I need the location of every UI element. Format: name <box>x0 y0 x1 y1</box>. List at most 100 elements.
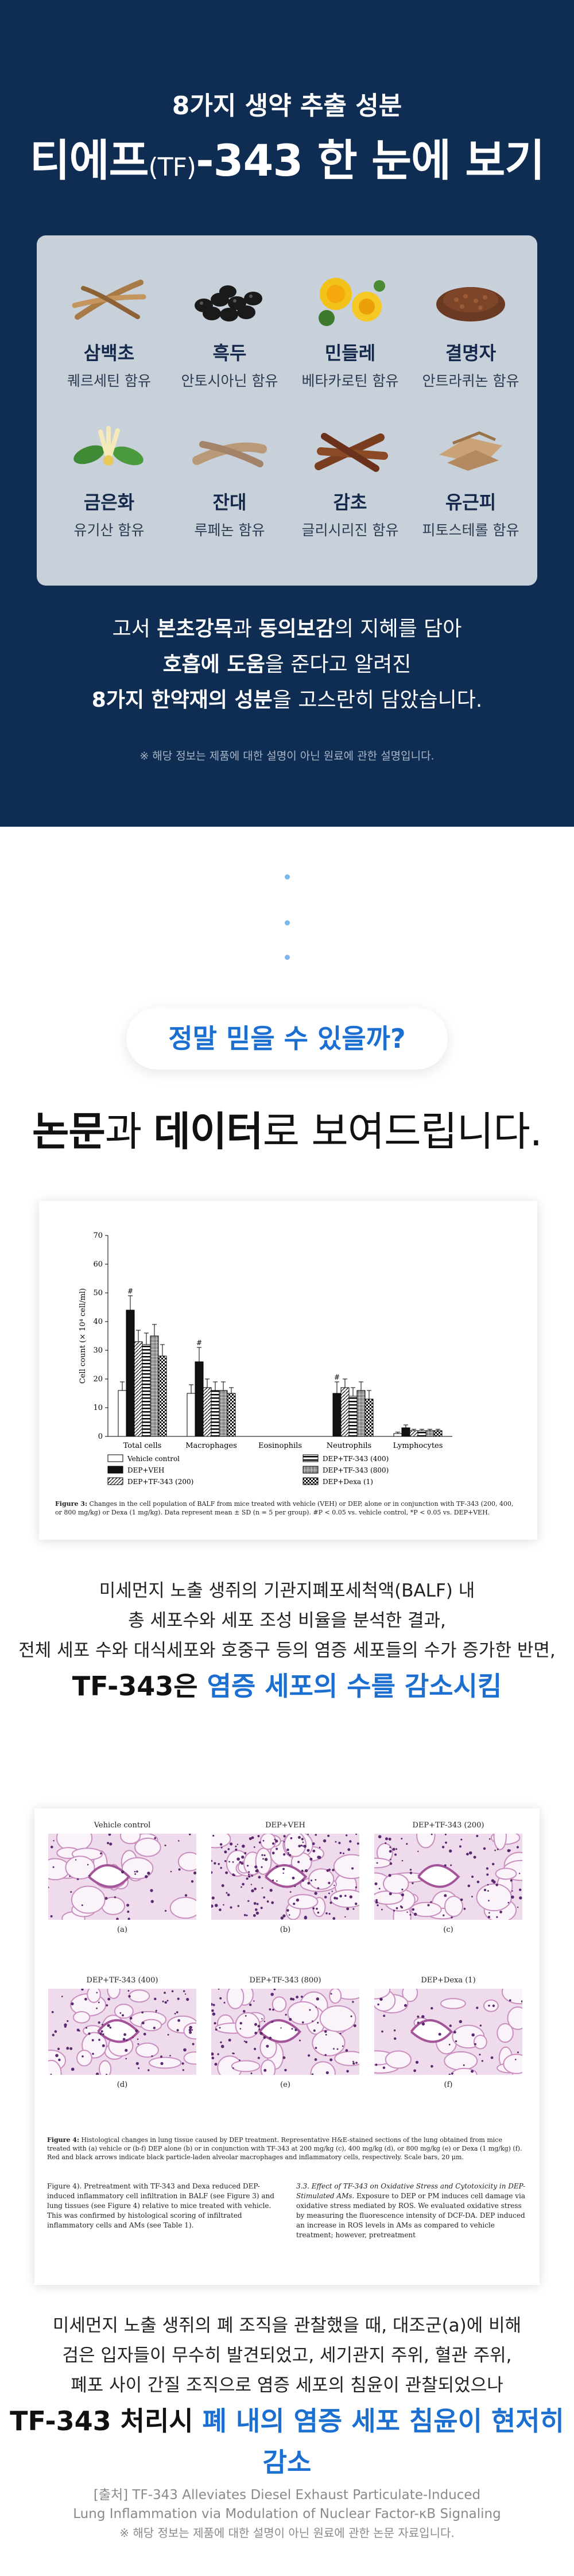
ingredient-grid: 삼백초 퀘르세틴 함유 흑두 안토시아닌 함유 <box>37 235 537 586</box>
panel-letter: (f) <box>444 2081 453 2089</box>
lung-tissue-image <box>374 1834 522 1920</box>
y-tick-label: 10 <box>93 1404 103 1412</box>
panel-title: DEP+TF-343 (200) <box>412 1821 484 1830</box>
ingredient-desc: 안트라퀴논 함유 <box>422 373 519 389</box>
legend-label: DEP+TF-343 (400) <box>323 1455 389 1463</box>
panel-title: DEP+VEH <box>265 1821 305 1830</box>
panel-letter: (d) <box>117 2081 128 2089</box>
title-brand: 티에프 <box>29 135 149 186</box>
question-pill: 정말 믿을 수 있을까? <box>126 1008 448 1070</box>
panel-letter: (b) <box>280 1926 291 1934</box>
bar <box>227 1393 236 1437</box>
section-headline: 논문과 데이터로 보여드립니다. <box>32 1108 542 1155</box>
hero-description: 고서 본초강목과 동의보감의 지혜를 담아 호흡에 도움을 준다고 알려진 8가… <box>91 617 483 712</box>
panel-letter: (a) <box>117 1926 127 1934</box>
lung-tissue-image <box>211 1834 359 1920</box>
legend-label: DEP+VEH <box>127 1466 164 1474</box>
ingredient-item: 감초 글리시리진 함유 <box>293 420 408 540</box>
dandelion-flower-icon <box>307 271 393 328</box>
bar <box>409 1430 418 1437</box>
hero-kicker: 8가지 생약 추출 성분 <box>172 91 402 121</box>
legend-label: Vehicle control <box>127 1455 180 1463</box>
bar <box>158 1355 167 1437</box>
bar <box>401 1427 410 1437</box>
panel-title: DEP+Dexa (1) <box>421 1976 476 1985</box>
bar-chart-card: 0 10 20 30 40 50 60 70 Cell count (× 10⁴ cell/ml… <box>39 1201 537 1540</box>
bar <box>425 1430 435 1437</box>
legend-swatch <box>107 1466 123 1474</box>
y-tick-label: 20 <box>93 1375 103 1384</box>
cassia-seed-icon <box>428 271 514 328</box>
lung-tissue-image <box>374 1989 522 2075</box>
category-label: Neutrophils <box>327 1442 371 1450</box>
bar <box>340 1387 350 1437</box>
y-tick-label: 50 <box>93 1289 103 1297</box>
category-label: Macrophages <box>185 1442 237 1450</box>
black-bean-icon <box>187 271 273 328</box>
ingredient-desc: 글리시리진 함유 <box>301 522 399 539</box>
legend-swatch <box>302 1454 319 1462</box>
panel-title: DEP+TF-343 (800) <box>249 1976 321 1985</box>
paper-column-left: Figure 4). Pretreatment with TF-343 and … <box>47 2182 274 2229</box>
ingredient-desc: 루페논 함유 <box>194 522 265 539</box>
legend-swatch <box>302 1477 319 1485</box>
chart-conclusion: TF-343은 염증 세포의 수를 감소시킴 <box>72 1671 502 1702</box>
y-tick-label: 0 <box>98 1432 103 1441</box>
category-label: Eosinophils <box>258 1442 302 1450</box>
bar <box>433 1430 443 1437</box>
panel-letter: (c) <box>443 1926 453 1934</box>
lung-tissue-image <box>48 1989 196 2075</box>
bar <box>187 1393 196 1437</box>
category-label: Total cells <box>123 1442 162 1450</box>
ingredient-item: 흑두 안토시아닌 함유 <box>172 271 287 390</box>
divider-dot <box>285 920 290 925</box>
lung-tissue-image <box>48 1834 196 1920</box>
title-paren: (TF) <box>148 153 197 182</box>
bar <box>142 1344 151 1437</box>
honeysuckle-flower-icon <box>66 420 152 478</box>
ingredient-item: 결명자 안트라퀴논 함유 <box>413 271 528 390</box>
y-tick-label: 40 <box>93 1318 103 1326</box>
bar <box>126 1310 135 1437</box>
ingredients-hero: 8가지 생약 추출 성분 티에프(TF)-343 한 눈에 보기 삼백초 퀘르세… <box>0 0 574 827</box>
category-label: Lymphocytes <box>393 1442 443 1450</box>
chart-description: 미세먼지 노출 생쥐의 기관지폐포세척액(BALF) 내 총 세포수와 세포 조… <box>0 1576 574 1707</box>
hero-title: 티에프(TF)-343 한 눈에 보기 <box>0 125 574 188</box>
elm-bark-icon <box>428 420 514 478</box>
histology-description: 미세먼지 노출 생쥐의 폐 조직을 관찰했을 때, 대조군(a)에 비해 검은 … <box>0 2311 574 2483</box>
legend-label: DEP+TF-343 (200) <box>127 1478 193 1486</box>
bar <box>134 1341 143 1437</box>
bar <box>417 1430 426 1437</box>
bar <box>203 1387 212 1437</box>
bar <box>332 1393 342 1437</box>
licorice-root-icon <box>307 420 393 478</box>
ingredient-name: 삼백초 <box>83 342 135 364</box>
ingredient-desc: 베타카로틴 함유 <box>301 373 399 389</box>
legend-label: DEP+TF-343 (800) <box>323 1466 389 1474</box>
panel-title: DEP+TF-343 (400) <box>86 1976 158 1985</box>
panel-letter: (e) <box>280 2081 290 2089</box>
histology-figure-card: Vehicle control (a) DEP+VEH (b) DEP+TF-343 (… <box>34 1808 540 2285</box>
bar <box>118 1390 127 1437</box>
bar <box>364 1399 374 1437</box>
histology-conclusion: TF-343 처리시 폐 내의 염증 세포 침윤이 현저히 감소 <box>10 2405 564 2478</box>
legend-label: DEP+Dexa (1) <box>323 1478 373 1486</box>
legend-swatch <box>302 1466 319 1474</box>
y-axis-label: Cell count (× 10⁴ cell/ml) <box>79 1288 87 1384</box>
ingredient-name: 감초 <box>333 491 367 513</box>
divider-dot <box>285 955 290 960</box>
book-name-donguibogam: 동의보감 <box>258 617 335 641</box>
ingredient-desc: 안토시아닌 함유 <box>181 373 278 389</box>
ingredient-name: 민들레 <box>324 342 376 364</box>
ingredient-item: 유근피 피토스테롤 함유 <box>413 420 528 540</box>
source-citation: [출처] TF-343 Alleviates Diesel Exhaust Pa… <box>73 2488 501 2540</box>
bar-chart: 0 10 20 30 40 50 60 70 Cell count (× 10⁴ cell/ml… <box>79 1231 452 1486</box>
bar <box>356 1390 366 1437</box>
y-tick-label: 70 <box>93 1231 103 1240</box>
ingredient-item: 금은화 유기산 함유 <box>52 420 166 540</box>
legend-swatch <box>107 1454 123 1462</box>
ingredient-item: 민들레 베타카로틴 함유 <box>293 271 408 390</box>
ingredient-name: 금은화 <box>83 491 135 513</box>
significance-mark: # <box>127 1287 133 1295</box>
